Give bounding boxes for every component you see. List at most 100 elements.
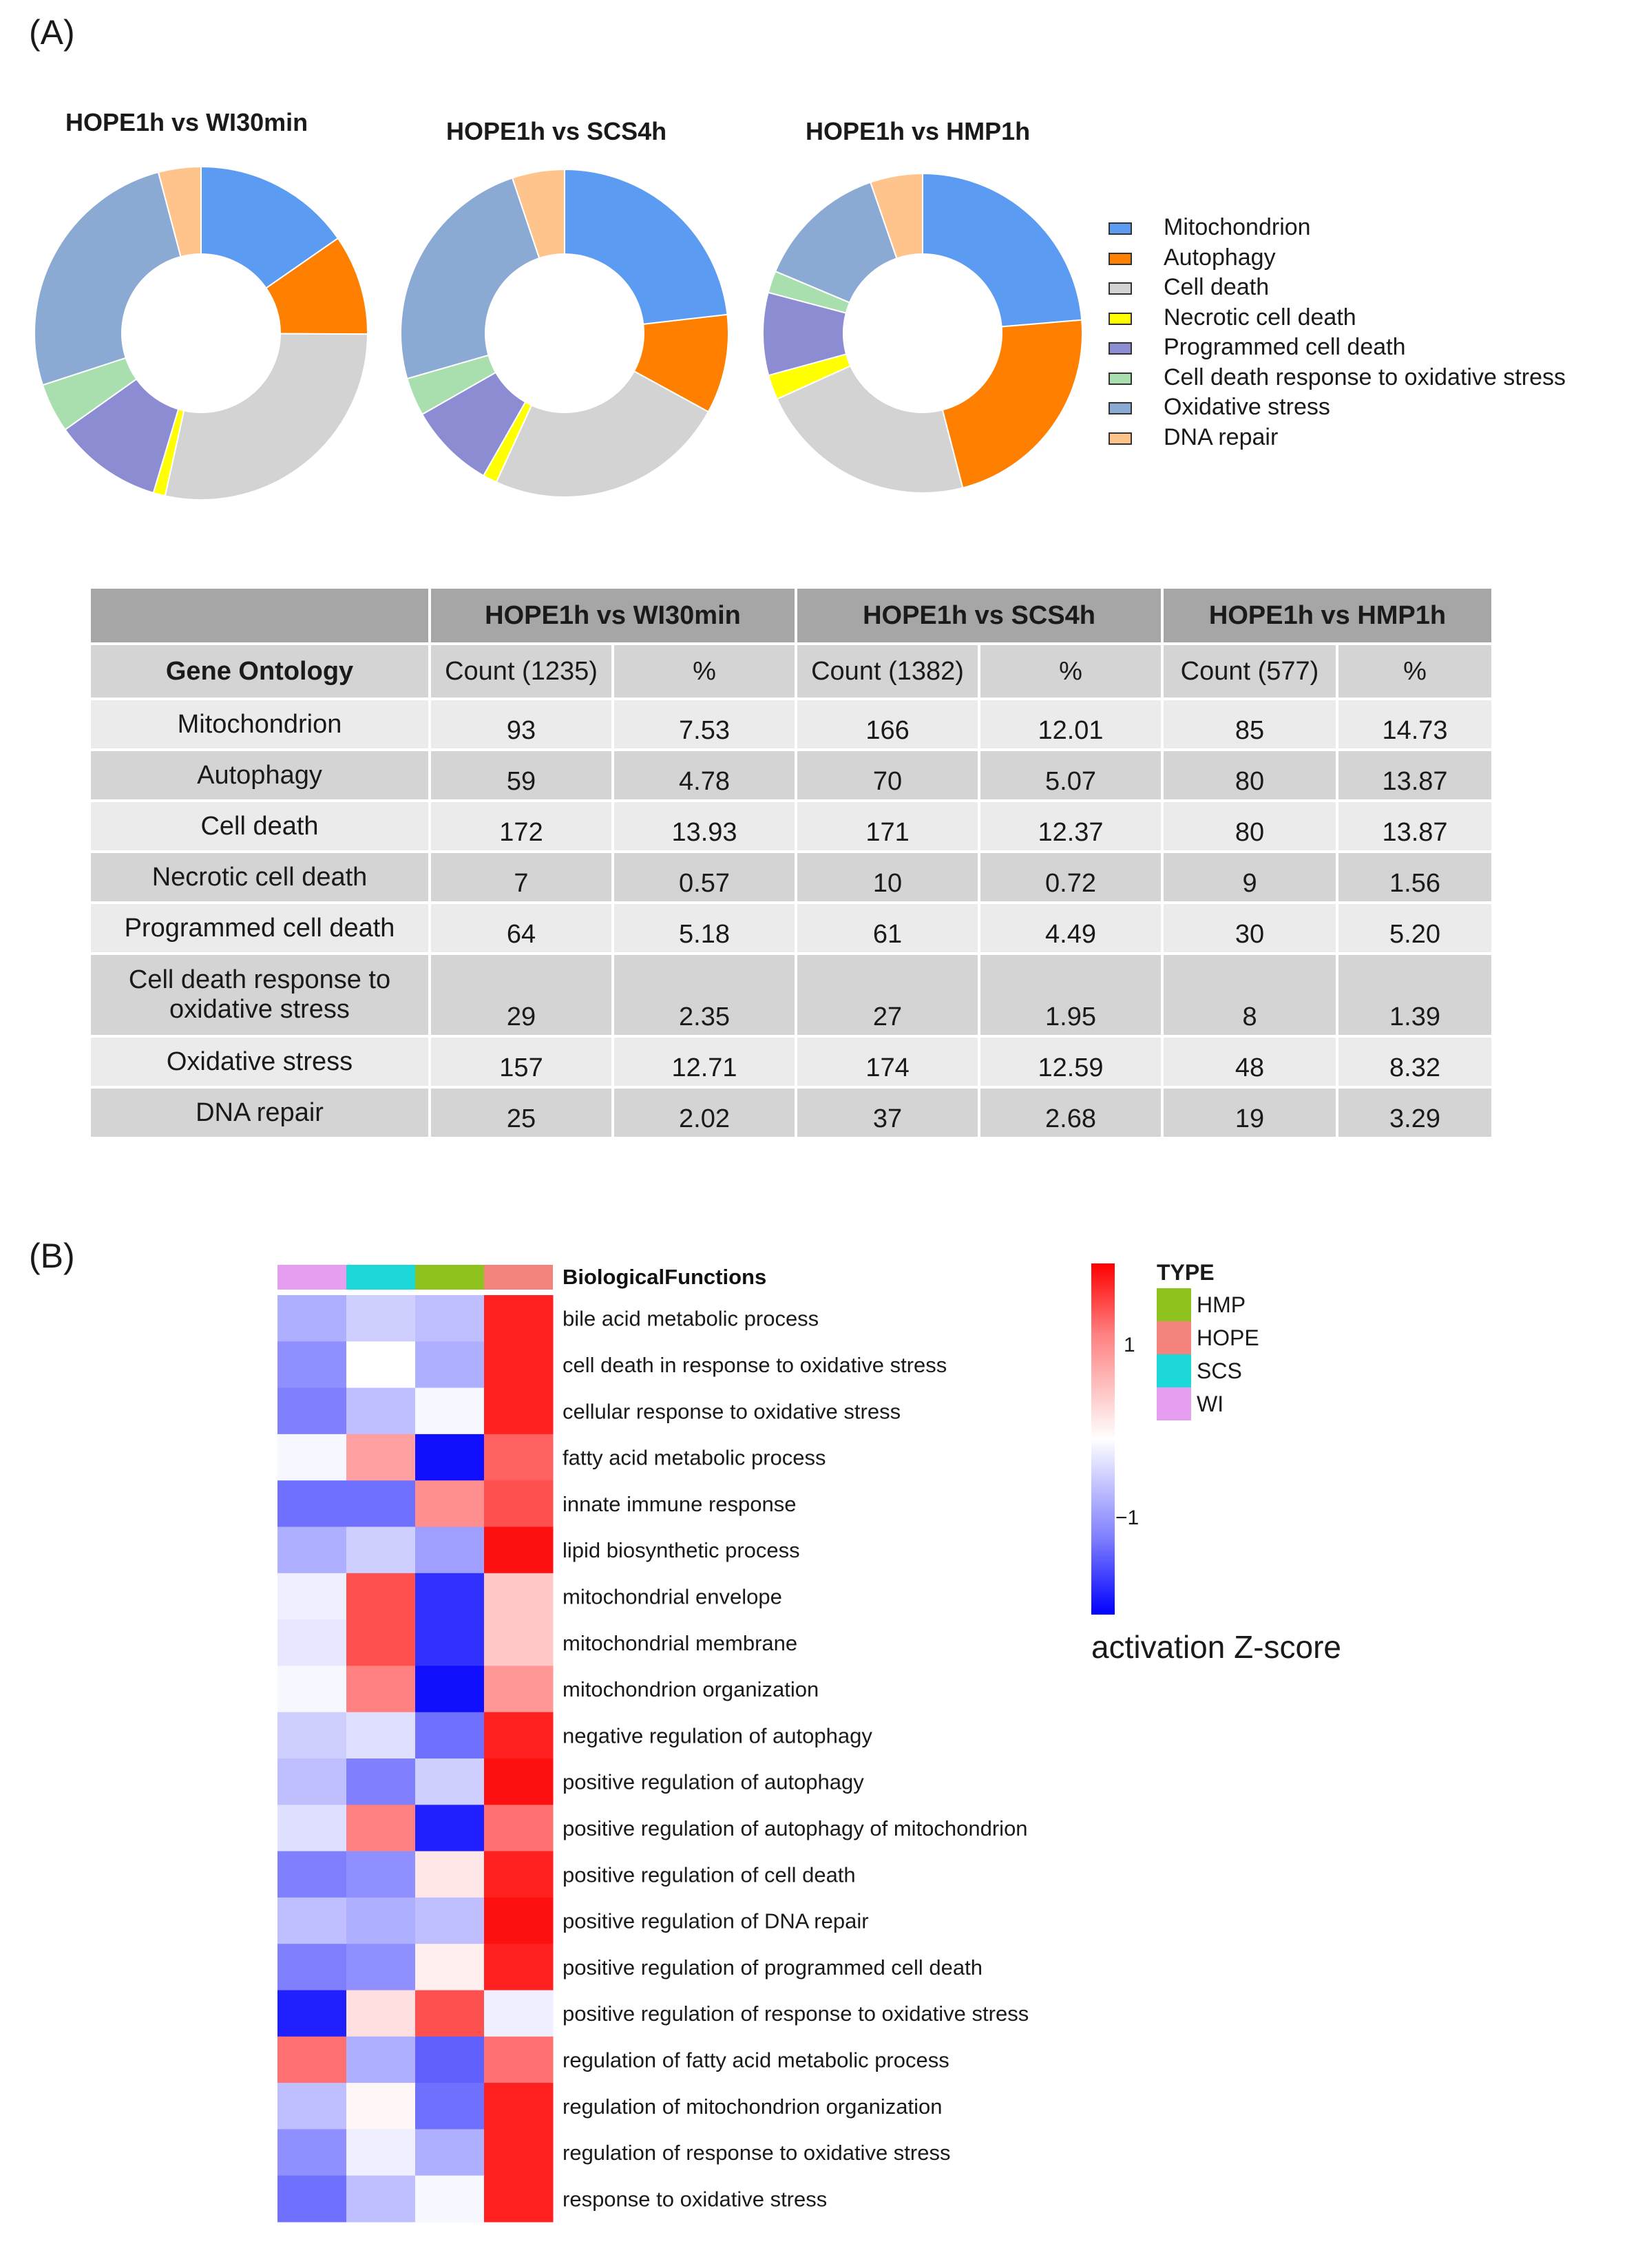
- heatmap-cell: [415, 1573, 485, 1620]
- heatmap-cell: [346, 1573, 416, 1620]
- legend-label: Necrotic cell death: [1164, 304, 1356, 330]
- type-bar-hmp: [415, 1265, 484, 1290]
- table-cell: 13.87: [1338, 802, 1492, 853]
- table-cell: 1.56: [1338, 853, 1492, 904]
- heatmap-row-label: positive regulation of response to oxida…: [563, 2002, 1029, 2026]
- heatmap-cell: [415, 2175, 485, 2223]
- heatmap-cell: [484, 1944, 554, 1991]
- legend-swatch: [1109, 252, 1132, 265]
- heatmap-cell: [346, 1758, 416, 1805]
- type-swatch: [1157, 1354, 1191, 1387]
- heatmap-header: BiologicalFunctions: [563, 1265, 766, 1289]
- heatmap-cell: [484, 1341, 554, 1389]
- table-row: Oxidative stress 157 12.71 174 12.59 48 8.32: [91, 1038, 1492, 1089]
- legend-label: Cell death: [1164, 274, 1270, 300]
- table-cell: 12.01: [980, 700, 1162, 751]
- table-cell: 172: [431, 802, 611, 853]
- table-cell: 61: [797, 904, 978, 955]
- count-header: Count (1235): [431, 645, 611, 700]
- heatmap-cell: [346, 1480, 416, 1527]
- heatmap-cell: [415, 1434, 485, 1481]
- table-cell: 30: [1164, 904, 1336, 955]
- heatmap-cell: [484, 2175, 554, 2223]
- heatmap-row-label: regulation of response to oxidative stre…: [563, 2141, 950, 2165]
- table-cell: 10: [797, 853, 978, 904]
- table-cell: 85: [1164, 700, 1336, 751]
- table-cell: 8.32: [1338, 1038, 1492, 1089]
- heatmap-cell: [415, 1758, 485, 1805]
- heatmap-cell: [484, 1295, 554, 1342]
- table-cell: 4.78: [614, 751, 795, 802]
- heatmap-cell: [415, 1526, 485, 1574]
- table-row: DNA repair 25 2.02 37 2.68 19 3.29: [91, 1089, 1492, 1140]
- type-swatch: [1157, 1288, 1191, 1321]
- heatmap-cell: [346, 2036, 416, 2083]
- legend-swatch: [1109, 312, 1132, 325]
- heatmap-cell: [484, 1480, 554, 1527]
- type-label: SCS: [1197, 1358, 1242, 1383]
- heatmap-cell: [415, 1990, 485, 2037]
- type-bar-hope: [484, 1265, 553, 1290]
- legend-label: DNA repair: [1164, 423, 1279, 450]
- table-cell: 0.72: [980, 853, 1162, 904]
- heatmap-cell: [346, 1944, 416, 1991]
- heatmap-cell: [346, 1990, 416, 2037]
- heatmap-cell: [346, 1387, 416, 1435]
- row-term: DNA repair: [91, 1089, 428, 1140]
- heatmap-cell: [415, 1666, 485, 1713]
- donut-slice-3-2: [941, 319, 1083, 489]
- row-term: Necrotic cell death: [91, 853, 428, 904]
- heatmap-cell: [415, 1897, 485, 1944]
- table-cell: 9: [1164, 853, 1336, 904]
- heatmap-cell: [346, 2129, 416, 2176]
- donut-slice-1-8: [157, 165, 202, 258]
- gene-ontology-header: Gene Ontology: [91, 645, 428, 700]
- heatmap-cell: [277, 1805, 347, 1852]
- table-cell: 3.29: [1338, 1089, 1492, 1140]
- heatmap-row-label: response to oxidative stress: [563, 2187, 827, 2211]
- type-legend-item-scs: SCS: [1157, 1354, 1242, 1387]
- group-header: HOPE1h vs WI30min: [431, 589, 795, 645]
- heatmap-row-label: positive regulation of cell death: [563, 1862, 856, 1887]
- table-cell: 27: [797, 955, 978, 1038]
- heatmap-row-label: positive regulation of autophagy of mito…: [563, 1816, 1028, 1840]
- donut-charts: [34, 165, 1083, 501]
- heatmap-row-label: regulation of fatty acid metabolic proce…: [563, 2048, 949, 2072]
- heatmap-cell: [277, 1295, 347, 1342]
- table-row: Cell death 172 13.93 171 12.37 80 13.87: [91, 802, 1492, 853]
- row-term: Programmed cell death: [91, 904, 428, 955]
- heatmap-cell: [346, 1341, 416, 1389]
- heatmap-row-label: bile acid metabolic process: [563, 1307, 819, 1331]
- table-cell: 171: [797, 802, 978, 853]
- table-row: Autophagy 59 4.78 70 5.07 80 13.87: [91, 751, 1492, 802]
- heatmap-row-label: fatty acid metabolic process: [563, 1446, 826, 1470]
- table-cell: 59: [431, 751, 611, 802]
- colorbar-tick-minus-1: −1: [1115, 1506, 1139, 1529]
- donut-slice-3-3: [776, 365, 964, 494]
- percent-header: %: [980, 645, 1162, 700]
- heatmap-cell: [415, 1387, 485, 1435]
- donut-slice-2-8: [511, 168, 565, 260]
- table-cell: 12.71: [614, 1038, 795, 1089]
- heatmap-row-label: lipid biosynthetic process: [563, 1538, 800, 1562]
- heatmap-cell: [484, 1666, 554, 1713]
- heatmap-cell: [277, 1387, 347, 1435]
- heatmap-cell: [484, 1990, 554, 2037]
- table-cell: 37: [797, 1089, 978, 1140]
- heatmap-cell: [484, 1805, 554, 1852]
- heatmap-cell: [277, 1666, 347, 1713]
- donut-title-scs: HOPE1h vs SCS4h: [446, 117, 667, 145]
- table-row: Programmed cell death 64 5.18 61 4.49 30 5.20: [91, 904, 1492, 955]
- type-label: HMP: [1197, 1292, 1246, 1317]
- table-corner: [91, 589, 428, 645]
- heatmap-cell: [484, 1851, 554, 1898]
- table-cell: 5.07: [980, 751, 1162, 802]
- heatmap-cell: [415, 1619, 485, 1666]
- heatmap-row-label: positive regulation of autophagy: [563, 1770, 864, 1794]
- table-cell: 7: [431, 853, 611, 904]
- heatmap-cell: [346, 1897, 416, 1944]
- heatmap-row-label: mitochondrial membrane: [563, 1631, 797, 1655]
- type-label: WI: [1197, 1392, 1224, 1416]
- table-cell: 8: [1164, 955, 1336, 1038]
- legend-swatch: [1109, 372, 1132, 385]
